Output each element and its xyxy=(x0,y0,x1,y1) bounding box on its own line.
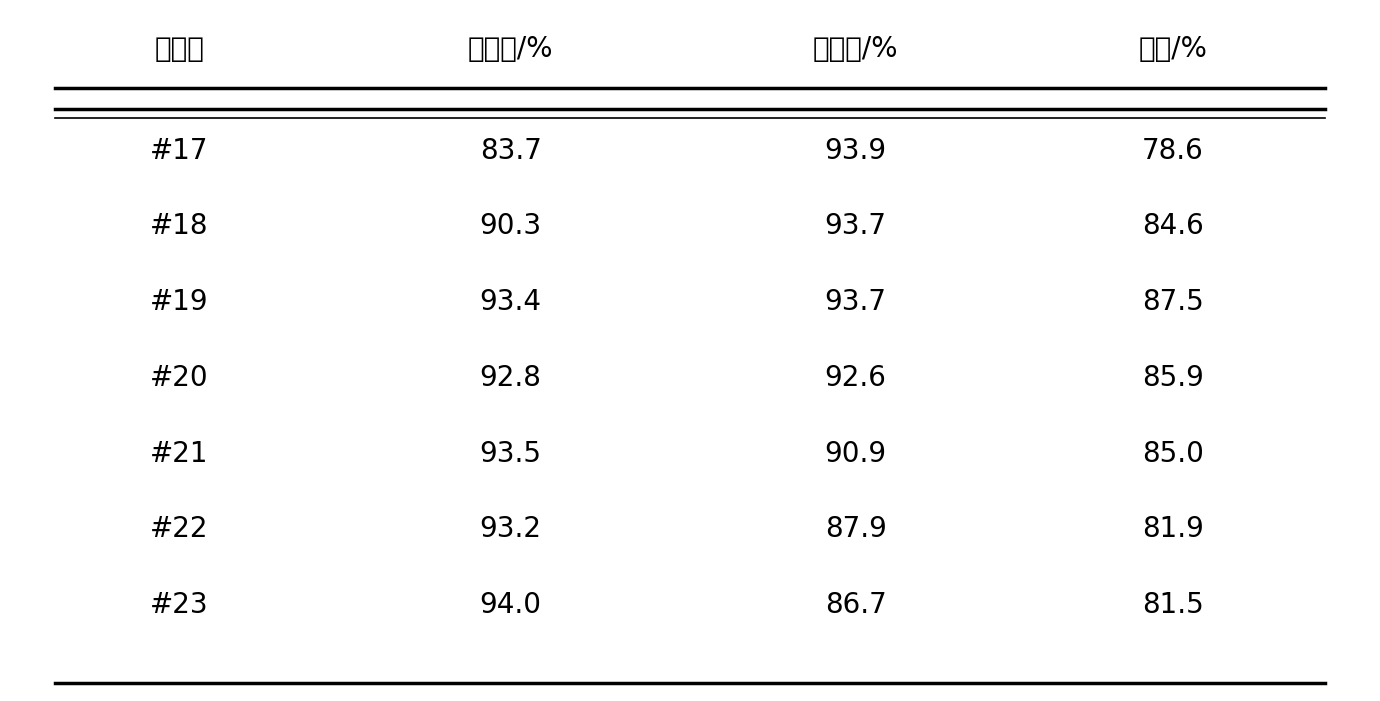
Text: 78.6: 78.6 xyxy=(1143,137,1203,165)
Text: 催化剂: 催化剂 xyxy=(155,35,204,63)
Text: 87.9: 87.9 xyxy=(825,515,886,543)
Text: 93.7: 93.7 xyxy=(825,288,886,316)
Text: 85.9: 85.9 xyxy=(1143,364,1203,392)
Text: #17: #17 xyxy=(150,137,208,165)
Text: 90.9: 90.9 xyxy=(824,440,887,468)
Text: #23: #23 xyxy=(150,591,208,619)
Text: 收率/%: 收率/% xyxy=(1138,35,1208,63)
Text: #21: #21 xyxy=(150,440,208,468)
Text: 83.7: 83.7 xyxy=(480,137,541,165)
Text: 81.5: 81.5 xyxy=(1143,591,1203,619)
Text: 93.7: 93.7 xyxy=(825,212,886,240)
Text: 转化率/%: 转化率/% xyxy=(468,35,553,63)
Text: 87.5: 87.5 xyxy=(1143,288,1203,316)
Text: #20: #20 xyxy=(150,364,208,392)
Text: 93.5: 93.5 xyxy=(480,440,541,468)
Text: #19: #19 xyxy=(150,288,208,316)
Text: 90.3: 90.3 xyxy=(479,212,542,240)
Text: 92.8: 92.8 xyxy=(480,364,541,392)
Text: 85.0: 85.0 xyxy=(1143,440,1203,468)
Text: 81.9: 81.9 xyxy=(1143,515,1203,543)
Text: 93.2: 93.2 xyxy=(480,515,541,543)
Text: #22: #22 xyxy=(150,515,208,543)
Text: 92.6: 92.6 xyxy=(825,364,886,392)
Text: 94.0: 94.0 xyxy=(480,591,541,619)
Text: #18: #18 xyxy=(150,212,208,240)
Text: 93.4: 93.4 xyxy=(480,288,541,316)
Text: 86.7: 86.7 xyxy=(825,591,886,619)
Text: 选择性/%: 选择性/% xyxy=(813,35,898,63)
Text: 93.9: 93.9 xyxy=(824,137,887,165)
Text: 84.6: 84.6 xyxy=(1143,212,1203,240)
